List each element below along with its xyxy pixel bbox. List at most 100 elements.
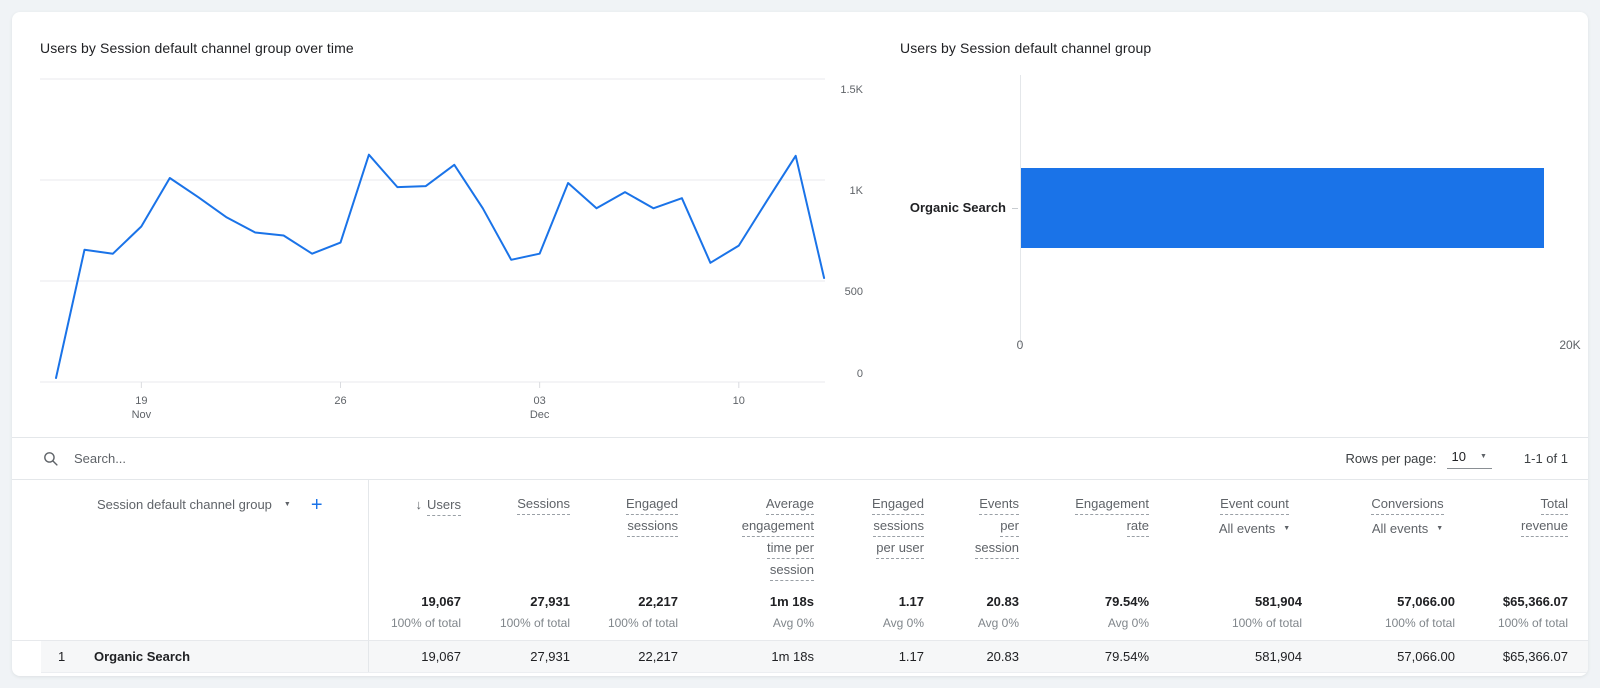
metric-header[interactable]: Engaged sessions	[570, 480, 678, 594]
totals-value: $65,366.07	[1502, 594, 1568, 609]
totals-cell: 20.83 Avg 0%	[924, 594, 1019, 640]
totals-row: 19,067 100% of total 27,931 100% of total 22…	[12, 594, 1588, 640]
y-axis-label: 0	[857, 368, 863, 380]
table-header-row: Session default channel group ▼ + ↓ Users…	[12, 480, 1588, 594]
rows-per-page-select[interactable]: 10 ▼	[1446, 448, 1492, 469]
bar-chart-section: Users by Session default channel group O…	[900, 39, 1581, 437]
row-cell: 1m 18s	[771, 649, 814, 664]
row-cell: 27,931	[530, 649, 570, 664]
dimension-dropdown-caret-icon[interactable]: ▼	[283, 501, 291, 508]
row-index: 1	[58, 649, 66, 664]
line-chart-section: Users by Session default channel group o…	[40, 39, 870, 437]
metric-header-label: Conversions	[1371, 497, 1444, 515]
metric-headers: ↓ Users Sessions Engaged sessions Average enga…	[369, 480, 1568, 594]
metric-header-label: Users	[427, 498, 461, 516]
metric-filter-dropdown[interactable]: All events ▼	[1371, 521, 1444, 536]
totals-sub-label: 100% of total	[1497, 616, 1568, 630]
search-icon	[42, 450, 59, 467]
metric-header[interactable]: Total revenue	[1455, 480, 1568, 594]
metric-header[interactable]: Events per session	[924, 480, 1019, 594]
metric-header-label: session	[974, 541, 1019, 559]
metric-header-label: time per	[767, 541, 814, 559]
x-axis-label: 26	[334, 395, 346, 407]
totals-cell: 19,067 100% of total	[369, 594, 461, 640]
totals-value: 27,931	[530, 594, 570, 609]
totals-sub-label: 100% of total	[607, 616, 678, 630]
metric-header-label: Average	[765, 497, 814, 515]
metric-header-label: Engaged	[871, 497, 924, 515]
bar-category-tick	[1012, 208, 1018, 209]
metric-header-label: session	[769, 563, 814, 581]
metric-header-label: engagement	[741, 519, 814, 537]
totals-value: 581,904	[1255, 594, 1302, 609]
metric-header[interactable]: Event count All events ▼	[1149, 480, 1302, 594]
rows-per-page-label: Rows per page:	[1345, 451, 1437, 466]
totals-cell: $65,366.07 100% of total	[1455, 594, 1568, 640]
x-axis-label: Nov	[132, 409, 152, 420]
pagination-range: 1-1 of 1	[1523, 451, 1568, 466]
totals-cell: 581,904 100% of total	[1149, 594, 1302, 640]
metric-header[interactable]: Sessions	[461, 480, 570, 594]
bar-chart: Organic Search 0 20K	[900, 70, 1581, 370]
row-cell: 22,217	[638, 649, 678, 664]
totals-value: 22,217	[638, 594, 678, 609]
charts-row: Users by Session default channel group o…	[12, 12, 1588, 437]
row-divider	[12, 640, 1588, 641]
metric-header-label: Event count	[1220, 497, 1289, 515]
totals-value: 1.17	[898, 594, 924, 609]
totals-sub-label: 100% of total	[1384, 616, 1455, 630]
metric-header-label: sessions	[627, 519, 678, 537]
metric-header[interactable]: Conversions All events ▼	[1302, 480, 1455, 594]
metric-header-label: sessions	[873, 519, 924, 537]
line-chart-title: Users by Session default channel group o…	[40, 40, 354, 56]
x-axis-label: Dec	[530, 409, 550, 420]
metric-header-label: Engaged	[625, 497, 678, 515]
pagination-controls: Rows per page: 10 ▼ 1-1 of 1	[1345, 448, 1568, 469]
totals-cell: 1.17 Avg 0%	[814, 594, 924, 640]
bar-chart-title: Users by Session default channel group	[900, 40, 1152, 56]
users-line-series	[55, 153, 826, 379]
search-row: Rows per page: 10 ▼ 1-1 of 1	[12, 437, 1588, 480]
totals-cell: 79.54% Avg 0%	[1019, 594, 1149, 640]
totals-cell: 1m 18s Avg 0%	[678, 594, 814, 640]
bar-category-label: Organic Search	[909, 200, 1006, 215]
metric-header-label: Sessions	[517, 497, 570, 515]
totals-cell: 22,217 100% of total	[570, 594, 678, 640]
row-dimension-label: Organic Search	[94, 649, 191, 664]
row-dimension-cell: 1 Organic Search	[41, 641, 369, 672]
bar-track	[1021, 70, 1570, 334]
row-cell: 79.54%	[1104, 649, 1149, 664]
metric-header[interactable]: ↓ Users	[369, 480, 461, 594]
x-axis-label: 03	[534, 395, 546, 407]
totals-value: 1m 18s	[769, 594, 814, 609]
add-metric-button[interactable]: +	[310, 494, 323, 516]
chevron-down-icon: ▼	[1436, 525, 1444, 532]
table-row[interactable]: 1 Organic Search 19,067 27,931 22,217 1m 18…	[41, 641, 1588, 673]
totals-sub-label: Avg 0%	[882, 616, 924, 630]
y-axis-label: 1.5K	[840, 84, 863, 96]
row-cell: 20.83	[986, 649, 1019, 664]
analytics-card: Users by Session default channel group o…	[12, 12, 1588, 676]
metric-header[interactable]: Engagement rate	[1019, 480, 1149, 594]
metric-header[interactable]: Average engagement time per session	[678, 480, 814, 594]
bar-value-fill[interactable]	[1021, 168, 1545, 248]
line-chart: 0 500 1K 1.5K 19 Nov 26 03 Dec 10	[40, 78, 864, 420]
bar-x-tick-zero: 0	[1016, 338, 1024, 352]
metric-filter-dropdown[interactable]: All events ▼	[1218, 521, 1291, 536]
y-axis-label: 500	[845, 286, 863, 298]
chevron-down-icon: ▼	[1479, 453, 1487, 460]
metric-header[interactable]: Engaged sessions per user	[814, 480, 924, 594]
rows-per-page-value: 10	[1451, 449, 1466, 464]
metric-header-label: rate	[1126, 519, 1149, 537]
totals-dimension-cell	[12, 594, 369, 640]
totals-sub-label: Avg 0%	[977, 616, 1019, 630]
totals-value: 57,066.00	[1397, 594, 1455, 609]
dimension-header-cell: Session default channel group ▼ +	[12, 480, 369, 594]
row-cell: 581,904	[1255, 649, 1302, 664]
metric-header-label: per	[1000, 519, 1019, 537]
x-axis-label: 19	[135, 395, 147, 407]
search-input[interactable]	[72, 450, 496, 467]
totals-value: 20.83	[986, 594, 1019, 609]
dimension-header[interactable]: Session default channel group	[97, 497, 272, 512]
